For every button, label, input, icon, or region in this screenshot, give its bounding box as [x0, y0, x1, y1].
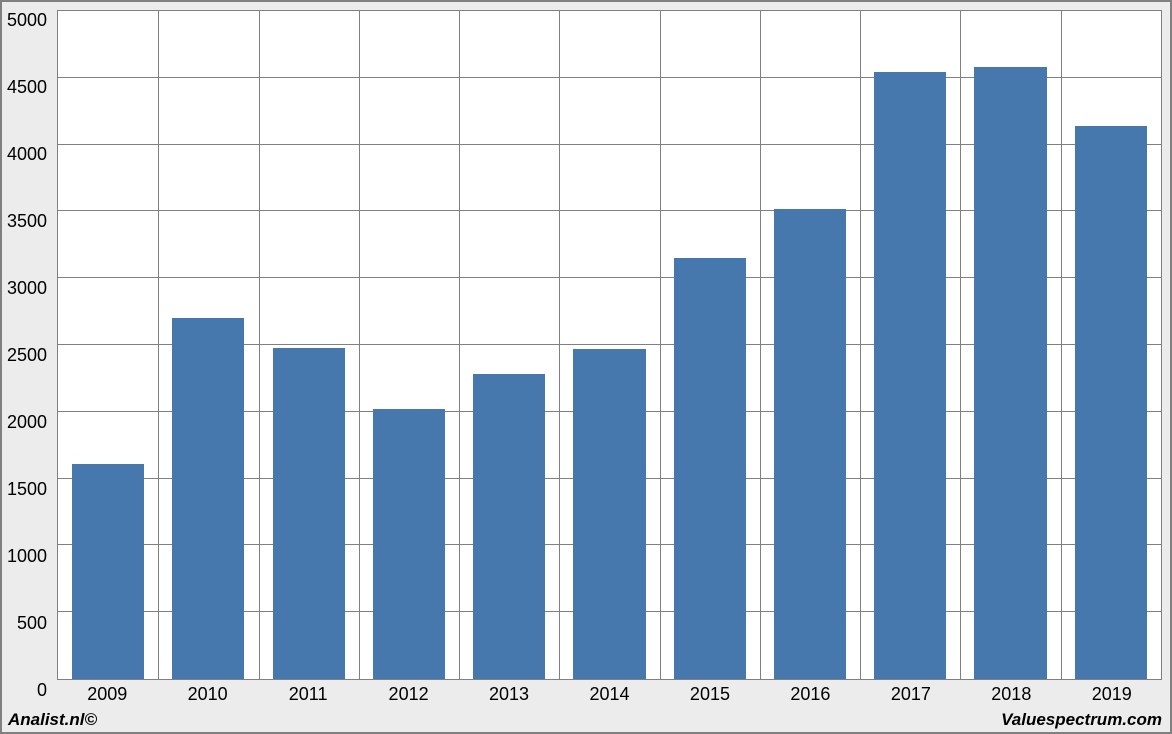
bar: [674, 258, 746, 679]
x-tick-label: 2011: [289, 684, 328, 705]
bar: [573, 349, 645, 679]
x-tick-label: 2017: [891, 684, 931, 705]
x-tick-label: 2018: [991, 684, 1031, 705]
bar: [1075, 126, 1147, 679]
x-tick-label: 2009: [87, 684, 127, 705]
x-tick-label: 2015: [690, 684, 730, 705]
bar: [774, 209, 846, 679]
x-tick-label: 2014: [589, 684, 629, 705]
bar: [72, 464, 144, 679]
footer-right: Valuespectrum.com: [1001, 710, 1162, 730]
bar: [373, 409, 445, 679]
chart-container: 0500100015002000250030003500400045005000…: [0, 0, 1172, 734]
bar: [473, 374, 545, 679]
bar: [974, 67, 1046, 679]
bar: [273, 348, 345, 679]
x-tick-label: 2013: [489, 684, 529, 705]
bar: [874, 72, 946, 679]
x-tick-label: 2016: [790, 684, 830, 705]
bar: [172, 318, 244, 679]
x-tick-label: 2012: [389, 684, 429, 705]
x-tick-label: 2019: [1092, 684, 1132, 705]
footer-left: Analist.nl©: [8, 710, 97, 730]
y-axis: 0500100015002000250030003500400045005000: [2, 10, 52, 680]
plot-area: [57, 10, 1162, 680]
bars-group: [58, 11, 1161, 679]
x-axis: 2009 2010 2011 2012 2013 2014 2015 2016 2017 2018…: [57, 680, 1162, 710]
x-tick-label: 2010: [188, 684, 228, 705]
